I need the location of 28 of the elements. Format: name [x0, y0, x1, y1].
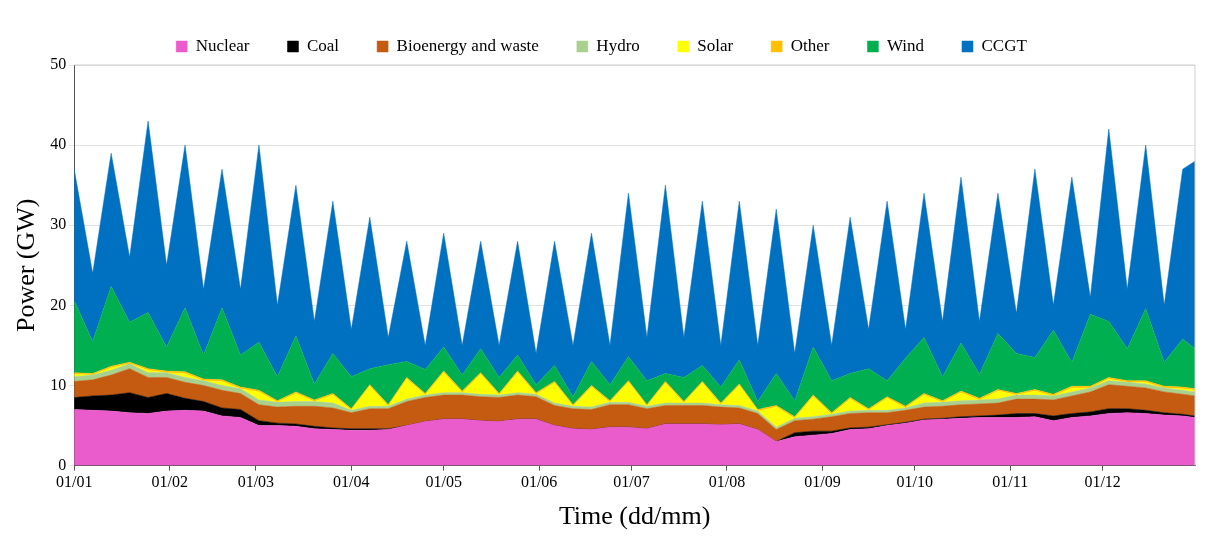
legend-label: Other	[790, 35, 830, 55]
x-tick-label: 01/02	[151, 473, 188, 491]
legend-label: Coal	[306, 35, 340, 55]
x-tick-label: 01/12	[1084, 473, 1121, 491]
y-tick-label: 10	[50, 375, 67, 393]
y-axis-title: Power (GW)	[11, 198, 41, 333]
y-tick-label: 40	[50, 135, 67, 153]
x-tick-label: 01/06	[520, 473, 558, 491]
y-tick-label: 0	[58, 455, 67, 473]
x-tick-label: 01/07	[613, 473, 650, 491]
x-tick-label: 01/08	[708, 473, 746, 491]
x-tick-label: 01/10	[896, 473, 934, 491]
y-tick-label: 30	[50, 215, 67, 233]
legend-label: Solar	[697, 35, 734, 55]
legend-label: Bioenergy and waste	[396, 35, 539, 55]
x-tick-label: 01/03	[237, 473, 275, 491]
x-tick-label: 01/11	[992, 473, 1029, 491]
x-tick-label: 01/09	[804, 473, 841, 491]
y-tick-label: 20	[50, 295, 67, 313]
x-tick-label: 01/05	[425, 473, 462, 491]
x-axis-title: Time (dd/mm)	[558, 501, 711, 531]
legend-label: Nuclear	[195, 35, 250, 55]
x-tick-label: 01/04	[333, 473, 370, 491]
y-tick-label: 50	[50, 55, 67, 73]
legend-label: Hydro	[596, 35, 640, 55]
x-tick-label: 01/01	[55, 473, 93, 491]
legend-label: CCGT	[981, 35, 1028, 55]
legend-label: Wind	[886, 35, 925, 55]
